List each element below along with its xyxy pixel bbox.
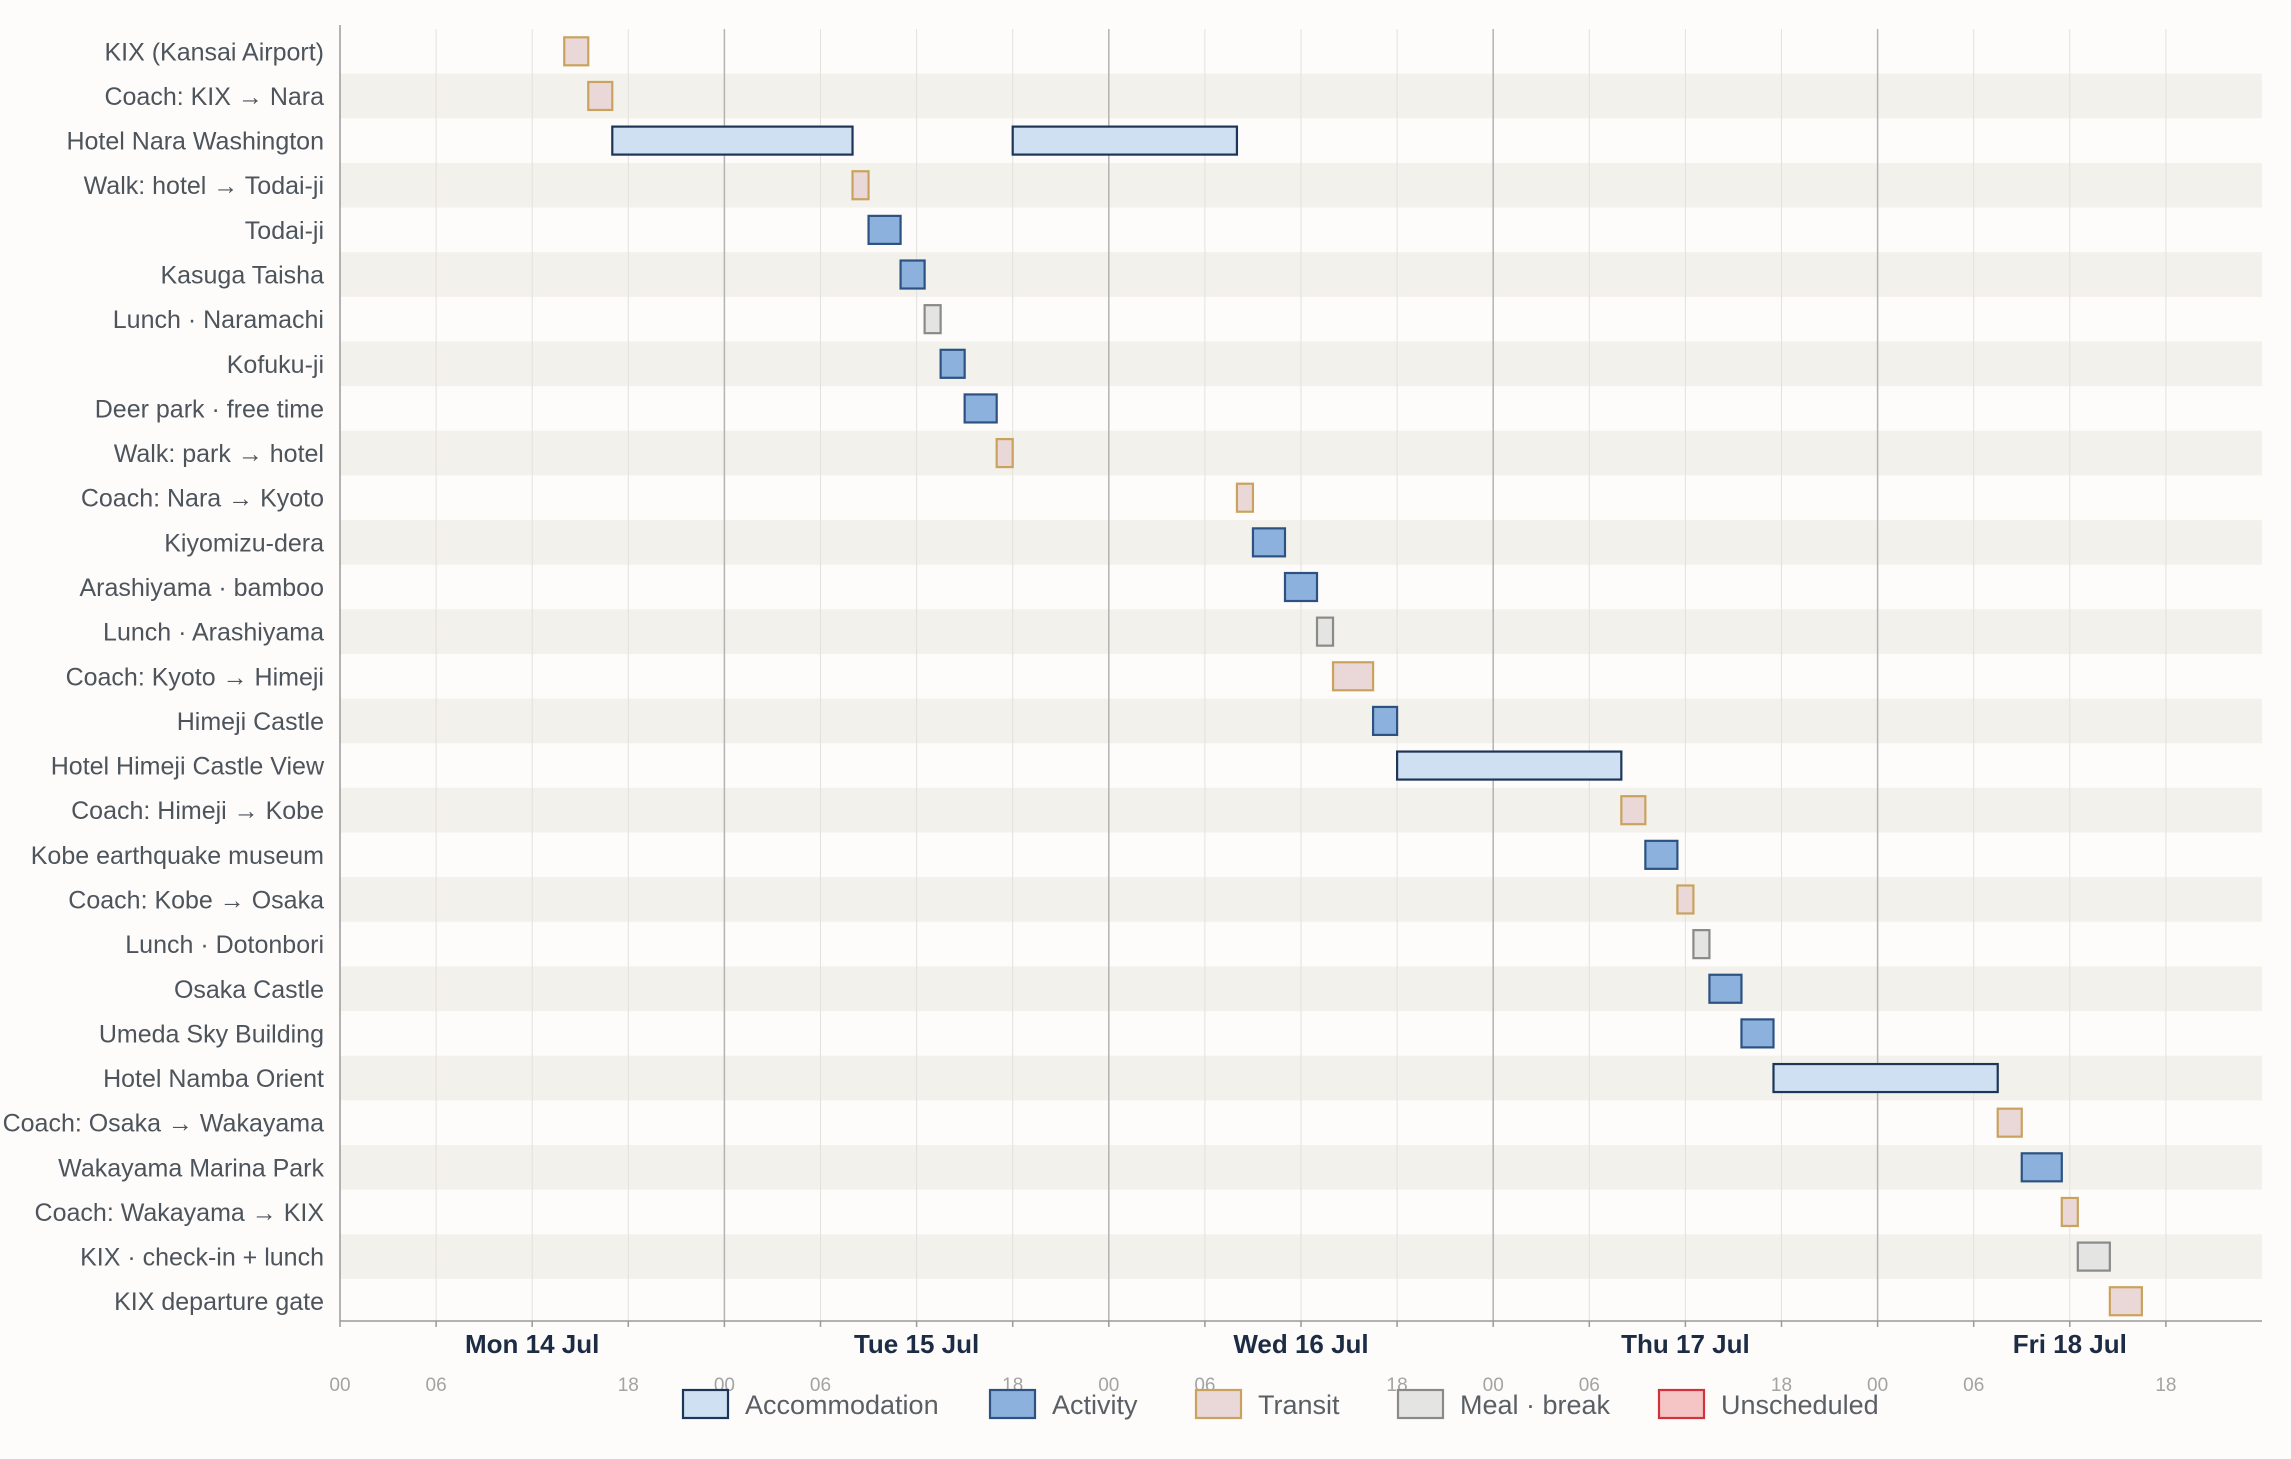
row-label: Coach: Wakayama → KIX xyxy=(35,1199,325,1227)
row-label: Kobe earthquake museum xyxy=(31,842,324,870)
row-label: Hotel Namba Orient xyxy=(103,1065,324,1093)
row-label: Hotel Himeji Castle View xyxy=(51,753,325,781)
row-label: Kiyomizu-dera xyxy=(164,529,324,557)
task-bar-activity xyxy=(867,214,902,245)
task-bar-activity xyxy=(2020,1152,2063,1183)
task-bar-activity xyxy=(1708,973,1743,1004)
hour-tick-label: 06 xyxy=(1579,1375,1600,1396)
task-bar-meal xyxy=(2076,1241,2111,1272)
row-label: Walk: hotel → Todai-ji xyxy=(84,172,324,200)
task-bar-transit xyxy=(1620,795,1647,826)
legend-swatch-activity xyxy=(988,1388,1037,1420)
task-bar-accommodation xyxy=(611,125,854,156)
day-label: Mon 14 Jul xyxy=(465,1329,599,1359)
legend-swatch-transit xyxy=(1194,1388,1243,1420)
row-label: Lunch · Dotonbori xyxy=(125,931,324,959)
task-bar-activity xyxy=(1371,705,1399,737)
task-bar-activity xyxy=(1644,839,1679,870)
legend-label-meal: Meal · break xyxy=(1460,1390,1611,1420)
day-label: Tue 15 Jul xyxy=(854,1329,979,1359)
row-label: Lunch · Arashiyama xyxy=(103,619,324,647)
row-label: Walk: park → hotel xyxy=(114,440,324,468)
row-label: Arashiyama · bamboo xyxy=(79,574,324,602)
day-label: Fri 18 Jul xyxy=(2013,1329,2127,1359)
hour-tick-label: 06 xyxy=(426,1375,447,1396)
legend-label-transit: Transit xyxy=(1258,1390,1340,1420)
hour-tick-label: 00 xyxy=(329,1375,350,1396)
row-label: Coach: Himeji → Kobe xyxy=(71,797,324,825)
row-label: Himeji Castle xyxy=(177,708,324,736)
row-label: KIX departure gate xyxy=(114,1288,324,1316)
row-label: Wakayama Marina Park xyxy=(58,1154,324,1182)
legend-swatch-unscheduled xyxy=(1657,1388,1706,1420)
task-bar-activity xyxy=(899,259,926,290)
hour-tick-label: 18 xyxy=(1771,1375,1792,1396)
row-label: Kasuga Taisha xyxy=(160,262,324,290)
row-label: Coach: Nara → Kyoto xyxy=(81,485,324,513)
task-bar-meal xyxy=(923,304,942,335)
task-bar-meal xyxy=(1692,929,1711,960)
hour-tick-label: 00 xyxy=(1483,1375,1504,1396)
task-bar-transit xyxy=(1235,482,1255,513)
task-bar-transit xyxy=(851,170,870,201)
task-bar-transit xyxy=(2108,1286,2143,1317)
hour-tick-label: 18 xyxy=(2155,1375,2176,1396)
task-bar-meal xyxy=(1315,616,1335,647)
task-bar-transit xyxy=(587,80,614,112)
row-label: Deer park · free time xyxy=(95,395,324,423)
hour-tick-label: 06 xyxy=(1963,1375,1984,1396)
task-bar-transit xyxy=(995,437,1014,469)
task-bar-activity xyxy=(939,348,966,379)
hour-tick-label: 00 xyxy=(1867,1375,1888,1396)
legend-label-activity: Activity xyxy=(1052,1390,1138,1420)
task-bar-transit xyxy=(1996,1107,2023,1138)
day-label: Thu 17 Jul xyxy=(1621,1329,1750,1359)
row-label: Coach: KIX → Nara xyxy=(104,83,324,111)
task-bar-activity xyxy=(1251,527,1287,558)
hour-tick-label: 06 xyxy=(810,1375,831,1396)
task-bar-transit xyxy=(1331,661,1375,692)
task-bar-transit xyxy=(563,36,590,67)
row-label: KIX (Kansai Airport) xyxy=(104,38,324,66)
task-bar-accommodation xyxy=(1772,1062,1999,1094)
task-bar-activity xyxy=(963,393,998,424)
row-label: Kofuku-ji xyxy=(227,351,324,379)
row-label: Coach: Kyoto → Himeji xyxy=(66,663,324,691)
task-bar-transit xyxy=(2060,1196,2079,1228)
legend-label-accommodation: Accommodation xyxy=(745,1390,939,1420)
row-label: Todai-ji xyxy=(245,217,324,245)
row-label: Lunch · Naramachi xyxy=(113,306,324,334)
row-label: Umeda Sky Building xyxy=(99,1020,324,1048)
legend-swatch-meal xyxy=(1396,1388,1445,1420)
hour-tick-label: 18 xyxy=(618,1375,639,1396)
task-bar-accommodation xyxy=(1011,125,1239,156)
legend: Accommodation Activity Transit Meal · break… xyxy=(681,1388,1879,1420)
row-labels: KIX (Kansai Airport) Coach: KIX → Nara Hot… xyxy=(3,38,325,1316)
task-bar-activity xyxy=(1283,571,1319,603)
task-bar-accommodation xyxy=(1395,750,1623,781)
task-bar-activity xyxy=(1740,1018,1775,1049)
grid-lines xyxy=(339,25,2262,1322)
row-label: Osaka Castle xyxy=(174,976,324,1004)
hour-tick-label: 00 xyxy=(1098,1375,1119,1396)
x-axis: Mon 14 Jul Tue 15 Jul Wed 16 Jul Thu 17 Jul… xyxy=(329,1321,2176,1396)
row-label: KIX · check-in + lunch xyxy=(80,1244,324,1272)
legend-label-unscheduled: Unscheduled xyxy=(1721,1390,1879,1420)
row-label: Hotel Nara Washington xyxy=(66,128,324,156)
day-label: Wed 16 Jul xyxy=(1233,1329,1368,1359)
row-label: Coach: Osaka → Wakayama xyxy=(3,1110,325,1138)
task-bar-transit xyxy=(1676,884,1695,915)
legend-swatch-accommodation xyxy=(681,1388,730,1420)
row-label: Coach: Kobe → Osaka xyxy=(68,886,324,914)
task-bars xyxy=(563,36,2143,1317)
